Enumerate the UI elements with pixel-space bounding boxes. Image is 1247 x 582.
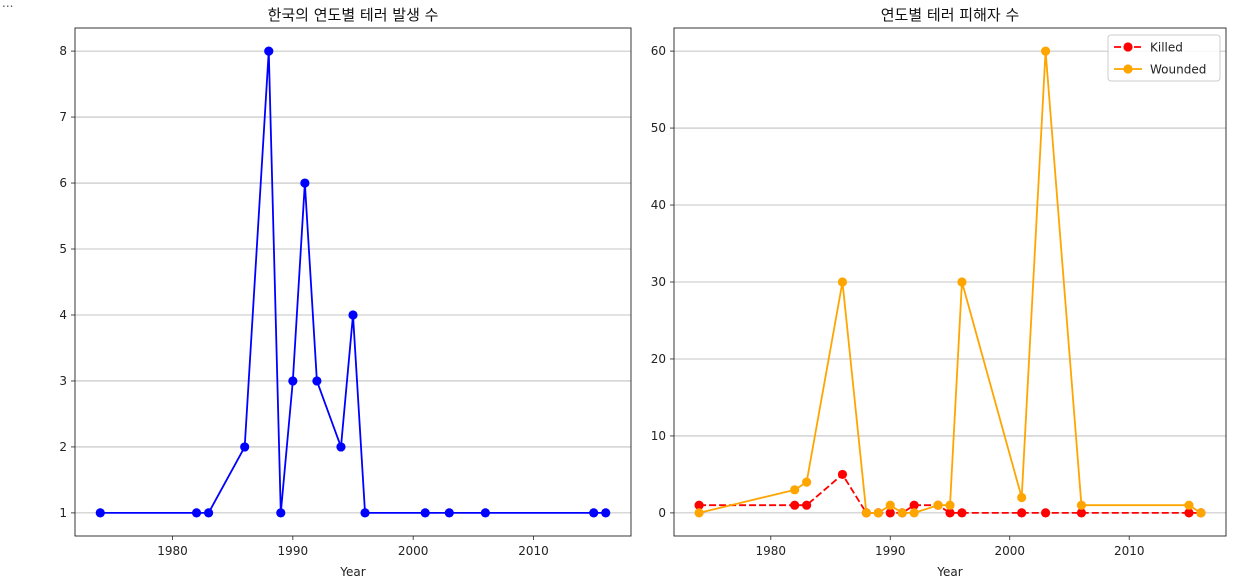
series-line — [100, 50, 606, 514]
killed-point — [790, 500, 800, 510]
legend: Killed Wounded — [1107, 34, 1221, 82]
wounded-point — [861, 508, 871, 518]
wounded-point — [1196, 508, 1206, 518]
series-point — [95, 508, 105, 518]
wounded-point — [1040, 46, 1051, 56]
series-point — [203, 508, 214, 518]
x-tick-label: 1980 — [157, 544, 188, 558]
series-point — [240, 442, 250, 452]
wounded-point — [933, 500, 943, 510]
killed-point — [1040, 508, 1051, 518]
prompt-marker: ... — [2, 0, 14, 10]
plot-frame — [74, 27, 632, 537]
y-tick-label: 4 — [59, 308, 67, 322]
wounded-point — [837, 277, 848, 287]
y-tick-label: 2 — [59, 440, 67, 454]
x-tick-label: 1990 — [875, 544, 906, 558]
killed-point — [945, 508, 955, 518]
series-point — [480, 508, 490, 518]
x-tick-label: 2000 — [398, 544, 429, 558]
y-tick-label: 10 — [651, 429, 666, 443]
x-axis-label: Year — [936, 565, 962, 579]
y-tick-label: 5 — [59, 242, 67, 256]
series-point — [601, 508, 611, 518]
x-tick-label: 2010 — [1114, 544, 1145, 558]
killed-point — [957, 508, 967, 518]
killed-point — [909, 500, 919, 510]
killed-point — [1076, 508, 1087, 518]
series-point — [264, 46, 274, 56]
wounded-point — [909, 508, 919, 518]
y-tick-label: 40 — [651, 198, 666, 212]
x-tick-label: 1990 — [278, 544, 309, 558]
wounded-point — [1017, 492, 1027, 503]
chart-title: 한국의 연도별 테러 발생 수 — [268, 6, 439, 24]
legend-swatch-marker — [1123, 64, 1133, 74]
killed-point — [1184, 508, 1194, 518]
series-point — [300, 178, 310, 188]
legend-label: Killed — [1150, 41, 1183, 55]
plot-frame — [673, 27, 1227, 537]
right-chart-panel: 0 10 20 30 40 50 60 1980 1990 2000 2010 연도별 테러 피해자 … — [651, 6, 1227, 579]
wounded-point — [957, 277, 967, 287]
y-tick-label: 7 — [59, 110, 67, 124]
y-tick-label: 8 — [59, 44, 67, 58]
series-point — [589, 508, 599, 518]
y-tick-label: 1 — [59, 506, 67, 520]
y-tick-label: 50 — [651, 121, 666, 135]
x-tick-label: 2010 — [518, 544, 549, 558]
wounded-point — [694, 508, 704, 518]
series-point — [348, 310, 358, 320]
y-tick-label: 30 — [651, 275, 666, 289]
wounded-point — [790, 485, 800, 495]
y-tick-label: 0 — [658, 506, 666, 520]
x-tick-label: 2000 — [994, 544, 1025, 558]
wounded-point — [802, 477, 812, 487]
wounded-point — [873, 508, 883, 518]
series-point — [191, 508, 202, 518]
y-tick-label: 60 — [651, 44, 666, 58]
killed-point — [694, 500, 704, 510]
y-tick-label: 6 — [59, 176, 67, 190]
series-point — [276, 508, 286, 518]
y-tick-label: 20 — [651, 352, 666, 366]
wounded-point — [1184, 500, 1194, 510]
series-point — [336, 442, 346, 452]
wounded-point — [897, 508, 907, 518]
killed-point — [837, 469, 848, 480]
series-point — [444, 508, 454, 518]
wounded-point — [1076, 500, 1087, 510]
series-point — [420, 508, 430, 518]
series-point — [312, 376, 322, 386]
series-point — [360, 508, 370, 518]
killed-point — [802, 500, 812, 510]
left-chart-panel: 1 2 3 4 5 6 7 8 1980 1990 2000 2010 한국의 연도별 테러 발생 수 Y… — [59, 6, 632, 579]
series-point — [288, 376, 298, 386]
chart-title: 연도별 테러 피해자 수 — [881, 6, 1020, 24]
y-tick-label: 3 — [59, 374, 67, 388]
legend-swatch-marker — [1123, 42, 1133, 52]
wounded-point — [945, 500, 955, 510]
wounded-point — [885, 500, 895, 510]
x-tick-label: 1980 — [756, 544, 787, 558]
killed-point — [1017, 508, 1027, 518]
killed-point — [885, 508, 895, 518]
x-axis-label: Year — [339, 565, 365, 579]
legend-label: Wounded — [1150, 63, 1206, 77]
